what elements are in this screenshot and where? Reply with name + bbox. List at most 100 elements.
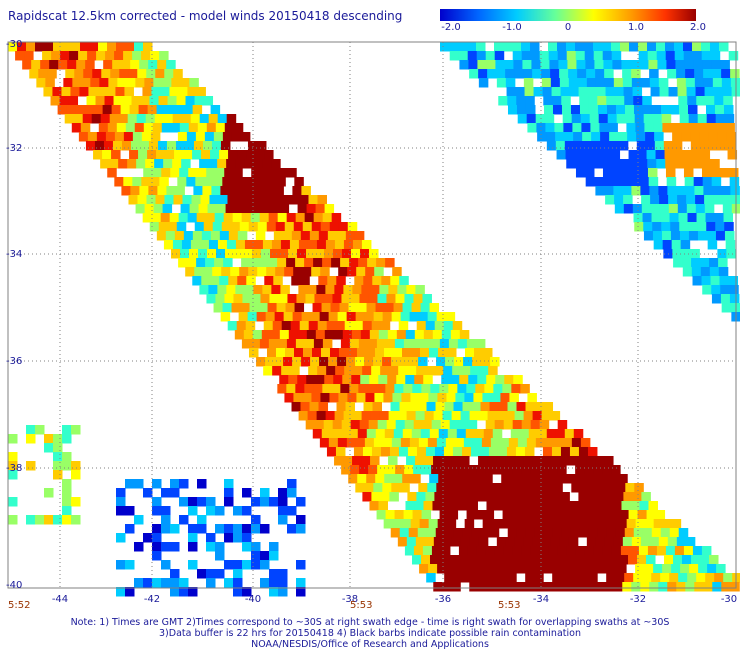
swath-cell xyxy=(380,321,391,331)
swath-cell xyxy=(582,474,592,484)
swath-cell xyxy=(509,519,520,529)
swath-cell xyxy=(377,465,387,475)
swath-cell xyxy=(700,258,710,268)
swath-cell xyxy=(425,321,436,331)
swath-cell xyxy=(609,474,619,484)
swath-cell xyxy=(602,42,612,52)
swath-cell xyxy=(688,231,699,241)
swath-cell xyxy=(419,519,430,529)
swath-cell xyxy=(98,42,108,52)
swath-cell xyxy=(132,132,143,142)
swath-cell xyxy=(412,339,423,349)
swath-cell xyxy=(658,78,669,88)
swath-cell xyxy=(561,573,571,583)
swath-cell xyxy=(564,429,575,439)
swath-cell xyxy=(15,51,25,61)
lon-label: -32 xyxy=(629,594,647,605)
swath-cell xyxy=(53,443,63,453)
swath-cell xyxy=(688,114,699,124)
swath-cell xyxy=(678,213,689,223)
swath-cell xyxy=(488,492,498,502)
swath-cell xyxy=(445,357,455,367)
swath-cell xyxy=(414,330,425,340)
swath-cell xyxy=(283,357,293,367)
swath-cell xyxy=(354,231,365,241)
swath-cell xyxy=(565,150,576,160)
swath-cell xyxy=(70,87,80,97)
swath-cell xyxy=(195,177,205,187)
swath-cell xyxy=(729,177,740,187)
swath-cell xyxy=(145,159,155,169)
swath-cell xyxy=(440,546,451,556)
swath-cell xyxy=(683,546,694,556)
swath-cell xyxy=(683,168,694,178)
swath-cell xyxy=(641,492,651,502)
swath-cell xyxy=(621,60,631,70)
swath-cell xyxy=(376,384,386,394)
swath-cell xyxy=(513,501,523,511)
swath-cell xyxy=(660,528,671,538)
swath-cell xyxy=(467,420,478,430)
swath-cell xyxy=(170,587,180,597)
swath-cell xyxy=(729,285,739,295)
swath-cell xyxy=(634,114,645,124)
swath-cell xyxy=(152,497,162,507)
swath-cell xyxy=(520,555,530,565)
swath-cell xyxy=(685,78,696,88)
swath-cell xyxy=(296,294,306,304)
swath-cell xyxy=(406,285,416,295)
swath-cell xyxy=(523,537,534,547)
colorbar-tick-label: 2.0 xyxy=(690,22,706,33)
swath-cell xyxy=(129,150,139,160)
swath-cell xyxy=(102,105,113,115)
swath-cell xyxy=(515,492,525,502)
swath-cell xyxy=(472,483,482,493)
swath-cell xyxy=(51,51,61,61)
swath-cell xyxy=(514,537,525,547)
swath-cell xyxy=(281,321,292,331)
swath-cell xyxy=(197,168,207,178)
lon-label: -44 xyxy=(51,594,69,605)
swath-cell xyxy=(641,204,652,214)
swath-cell xyxy=(8,470,18,480)
swath-cell xyxy=(601,150,612,160)
swath-cell xyxy=(493,555,503,565)
swath-cell xyxy=(375,474,385,484)
swath-cell xyxy=(542,87,553,97)
swath-cell xyxy=(143,578,153,588)
swath-cell xyxy=(690,249,700,259)
swath-cell xyxy=(69,51,79,61)
swath-cell xyxy=(66,105,77,115)
swath-cell xyxy=(26,42,36,52)
swath-cell xyxy=(192,231,203,241)
swath-cell xyxy=(669,105,680,115)
swath-cell xyxy=(336,402,347,412)
swath-cell xyxy=(308,321,319,331)
swath-cell xyxy=(429,474,439,484)
swath-cell xyxy=(222,177,232,187)
swath-cell xyxy=(206,506,216,516)
swath-cell xyxy=(416,321,427,331)
swath-cell xyxy=(631,582,641,592)
swath-cell xyxy=(326,447,337,457)
swath-cell xyxy=(599,123,609,133)
swath-cell xyxy=(443,447,454,457)
swath-cell xyxy=(127,114,138,124)
swath-cell xyxy=(335,321,346,331)
swath-cell xyxy=(293,267,303,277)
swath-cell xyxy=(536,564,546,574)
swath-cell xyxy=(504,375,514,385)
swath-cell xyxy=(224,497,234,507)
swath-cell xyxy=(177,132,188,142)
swath-cell xyxy=(546,132,556,142)
swath-cell xyxy=(164,195,174,205)
swath-cell xyxy=(695,87,706,97)
swath-cell xyxy=(228,231,239,241)
swath-cell xyxy=(270,204,281,214)
swath-cell xyxy=(71,461,81,471)
swath-cell xyxy=(394,384,404,394)
swath-cell xyxy=(235,159,245,169)
swath-cell xyxy=(469,582,479,592)
swath-cell xyxy=(231,132,242,142)
swath-cell xyxy=(125,560,135,570)
